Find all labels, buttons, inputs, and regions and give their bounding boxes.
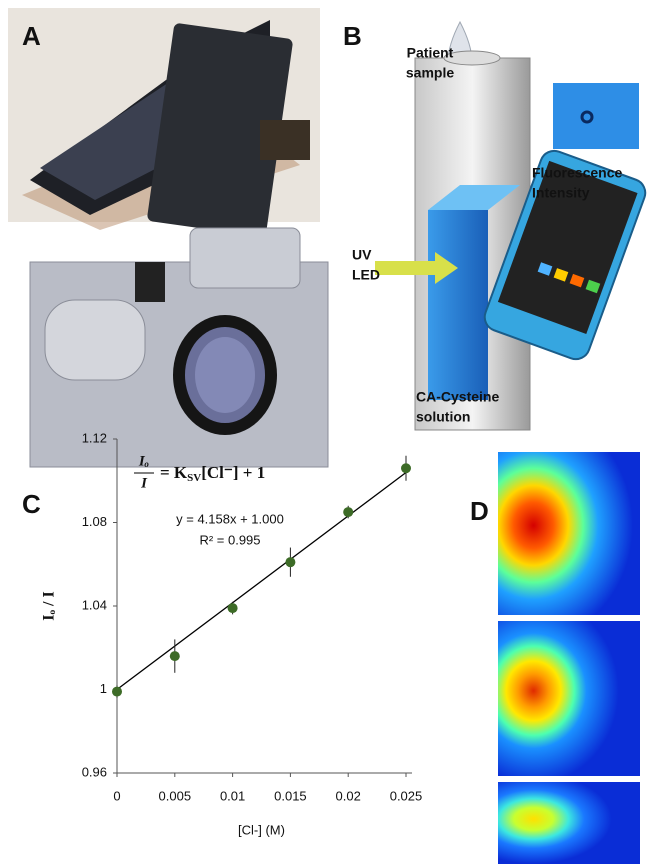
data-point [170,651,180,661]
x-tick-label: 0.02 [336,788,361,803]
equation-subscript: SV [187,472,201,484]
y-tick-label: 1.12 [82,430,107,445]
x-axis-label: [Cl-] (M) [238,822,285,837]
equation-part: [Cl⁻] + 1 [201,463,265,482]
x-tick-label: 0.025 [390,788,423,803]
equation-denominator: I [140,475,148,491]
diagram-label: solution [416,409,470,425]
data-point [112,687,122,697]
heatmaps [498,452,640,864]
diagram-label: UV [352,247,372,263]
x-tick-label: 0.01 [220,788,245,803]
equation-numerator: Iₒ [138,453,149,469]
data-point [401,463,411,473]
device-photo [8,8,320,237]
y-tick-label: 1.08 [82,514,107,529]
diagram-label: sample [406,65,454,81]
diagram-label: LED [352,267,380,283]
trendline-equation: y = 4.158x + 1.000 [176,511,284,526]
diagram-label: Intensity [532,185,590,201]
diagram-label: Fluorescence [532,165,622,181]
data-point [285,557,295,567]
panel-label: B [343,21,362,51]
trendline [117,473,406,690]
figure: A B C D Patient sample Fluorescence Intensity UV… [0,0,667,864]
equation-part: = K [160,463,188,482]
x-tick-label: 0.015 [274,788,307,803]
y-axis-label: Iₒ / I [41,591,58,620]
diagram-label: Patient [407,45,454,61]
panel-label: A [22,21,41,51]
assay-diagram [375,22,649,430]
data-point [228,603,238,613]
diagram-label: CA-Cysteine [416,389,499,405]
y-tick-label: 1 [100,681,107,696]
x-tick-label: 0 [113,788,120,803]
device-render [30,228,328,467]
panel-label: C [22,489,41,519]
equation-rhs: = KSV[Cl⁻] + 1 [160,463,265,484]
data-point [343,507,353,517]
y-tick-label: 0.96 [82,764,107,779]
x-tick-label: 0.005 [159,788,192,803]
panel-label: D [470,496,489,526]
y-tick-label: 1.04 [82,597,107,612]
r-squared: R² = 0.995 [199,532,260,547]
